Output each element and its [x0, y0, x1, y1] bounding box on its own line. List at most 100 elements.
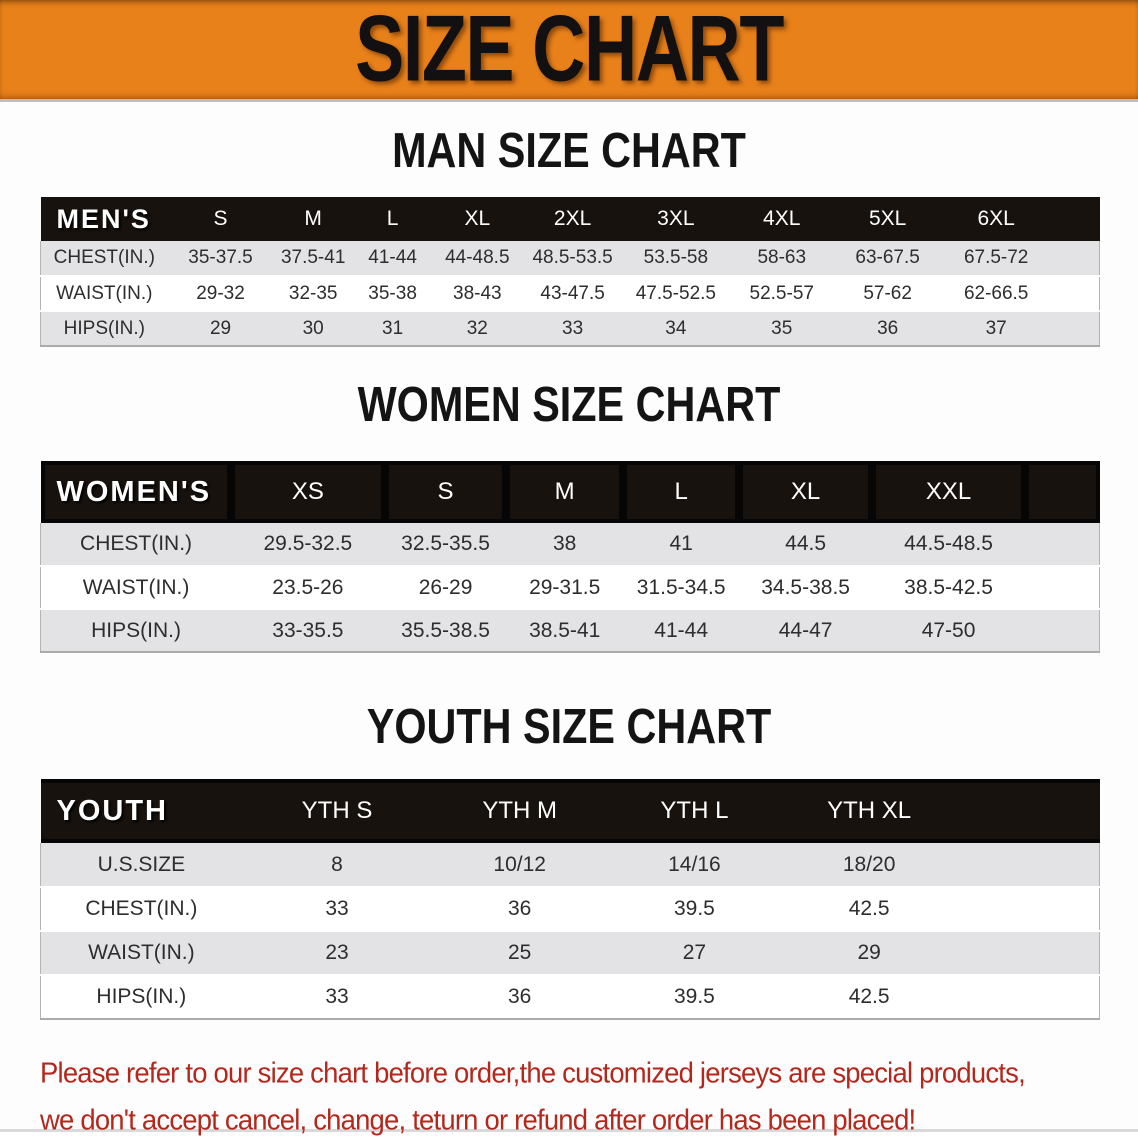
header-spacer	[1051, 197, 1100, 241]
measurement-value: 62-66.5	[940, 276, 1052, 312]
measurement-value: 36	[432, 887, 608, 932]
measurement-value: 48.5-53.5	[522, 241, 623, 277]
section-men: MAN SIZE CHART MEN'S S M L XL 2XL 3XL 4XL 5XL 6XL…	[0, 121, 1138, 347]
women-size-table: WOMEN'S XS S M L XL XXL CHEST(IN.) 29.5-32.5 32.5…	[40, 461, 1101, 653]
measurement-value: 35-37.5	[167, 241, 274, 277]
measurement-label: WAIST(IN.)	[39, 276, 168, 312]
measurement-value: 39.5	[607, 975, 782, 1020]
men-size-table-slot: MEN'S S M L XL 2XL 3XL 4XL 5XL 6XL CHEST(IN.) 35-37…	[39, 197, 1100, 347]
measurement-value: 34.5-38.5	[739, 566, 872, 610]
men-section-heading: MAN SIZE CHART	[392, 121, 746, 178]
banner: SIZE CHART	[0, 0, 1138, 99]
measurement-value: 52.5-57	[728, 276, 835, 312]
table-header-row: MEN'S S M L XL 2XL 3XL 4XL 5XL 6XL	[40, 197, 1100, 241]
disclaimer-line-2: we don't accept cancel, change, teturn o…	[40, 1104, 916, 1136]
size-column-header: S	[384, 461, 507, 523]
measurement-value: 41-44	[622, 609, 740, 653]
size-column-header: M	[273, 197, 353, 241]
measurement-value: 38-43	[432, 276, 523, 312]
table-title: MEN'S	[40, 197, 168, 241]
measurement-value: 30	[273, 311, 353, 347]
disclaimer: Please refer to our size chart before or…	[40, 1050, 1079, 1144]
measurement-value: 42.5	[781, 887, 957, 932]
measurement-value: 10/12	[432, 843, 608, 888]
row-spacer	[956, 931, 1100, 976]
header-spacer	[956, 779, 1100, 843]
row-spacer	[1051, 241, 1100, 277]
measurement-value: 36	[432, 975, 608, 1020]
size-column-header: M	[506, 461, 623, 523]
size-column-header: 3XL	[622, 197, 729, 241]
measurement-label: HIPS(IN.)	[39, 975, 242, 1020]
youth-size-table: YOUTH YTH S YTH M YTH L YTH XL U.S.SIZE 8 10/12…	[39, 779, 1100, 1020]
size-column-header: XXL	[871, 461, 1026, 523]
size-column-header: YTH L	[607, 779, 782, 843]
measurement-value: 35-38	[352, 276, 433, 312]
measurement-value: 39.5	[607, 887, 782, 932]
measurement-label: WAIST(IN.)	[40, 566, 232, 610]
measurement-row: WAIST(IN.) 23 25 27 29	[39, 931, 1100, 976]
measurement-value: 32	[432, 311, 523, 347]
row-spacer	[1025, 523, 1101, 567]
size-column-header: XS	[231, 461, 385, 523]
measurement-value: 58-63	[728, 241, 835, 277]
size-chart-body: MAN SIZE CHART MEN'S S M L XL 2XL 3XL 4XL 5XL 6XL…	[0, 121, 1138, 1020]
measurement-value: 44.5	[739, 523, 872, 567]
table-title: WOMEN'S	[40, 461, 232, 523]
measurement-value: 33-35.5	[231, 609, 385, 653]
measurement-value: 38	[506, 523, 623, 567]
row-spacer	[956, 843, 1100, 888]
measurement-value: 37.5-41	[273, 241, 353, 277]
banner-title: SIZE CHART	[355, 0, 784, 102]
measurement-value: 53.5-58	[622, 241, 729, 277]
section-women: WOMEN SIZE CHART WOMEN'S XS S M L XL XXL CHEST(…	[0, 375, 1138, 653]
measurement-value: 35.5-38.5	[384, 609, 507, 653]
size-column-header: 5XL	[834, 197, 941, 241]
measurement-value: 63-67.5	[834, 241, 941, 277]
row-spacer	[956, 887, 1100, 932]
measurement-row: CHEST(IN.) 35-37.5 37.5-41 41-44 44-48.5 48.5…	[39, 241, 1100, 277]
measurement-value: 33	[241, 975, 433, 1020]
measurement-row: HIPS(IN.) 33 36 39.5 42.5	[39, 975, 1100, 1020]
measurement-row: HIPS(IN.) 33-35.5 35.5-38.5 38.5-41 41-44 44-…	[40, 609, 1101, 653]
size-column-header: 4XL	[728, 197, 835, 241]
row-spacer	[956, 975, 1100, 1020]
size-column-header: S	[167, 197, 274, 241]
size-column-header: XL	[739, 461, 872, 523]
measurement-label: CHEST(IN.)	[39, 887, 242, 932]
measurement-value: 32.5-35.5	[384, 523, 507, 567]
measurement-value: 29-31.5	[506, 566, 623, 610]
measurement-value: 37	[940, 311, 1052, 347]
measurement-label: U.S.SIZE	[39, 843, 242, 888]
row-spacer	[1025, 609, 1101, 653]
measurement-value: 33	[522, 311, 623, 347]
table-title: YOUTH	[40, 779, 242, 843]
measurement-row: CHEST(IN.) 29.5-32.5 32.5-35.5 38 41 44.5 44.5…	[40, 523, 1101, 567]
size-column-header: 2XL	[522, 197, 623, 241]
measurement-label: HIPS(IN.)	[40, 609, 232, 653]
size-column-header: YTH XL	[781, 779, 957, 843]
measurement-value: 33	[241, 887, 433, 932]
measurement-value: 57-62	[834, 276, 941, 312]
row-spacer	[1051, 276, 1100, 312]
size-column-header: XL	[432, 197, 523, 241]
measurement-value: 29.5-32.5	[231, 523, 385, 567]
measurement-label: HIPS(IN.)	[39, 311, 168, 347]
youth-section-heading: YOUTH SIZE CHART	[366, 697, 772, 754]
measurement-value: 29-32	[167, 276, 274, 312]
measurement-value: 34	[622, 311, 729, 347]
row-spacer	[1025, 566, 1101, 610]
women-section-heading: WOMEN SIZE CHART	[357, 375, 781, 432]
measurement-value: 31.5-34.5	[622, 566, 740, 610]
table-header-row: YOUTH YTH S YTH M YTH L YTH XL	[40, 779, 1100, 843]
table-header-row: WOMEN'S XS S M L XL XXL	[40, 461, 1100, 523]
size-column-header: 6XL	[940, 197, 1052, 241]
measurement-value: 27	[607, 931, 782, 976]
measurement-value: 41-44	[352, 241, 433, 277]
row-spacer	[1051, 311, 1100, 347]
measurement-value: 35	[728, 311, 835, 347]
measurement-value: 23	[241, 931, 433, 976]
measurement-value: 32-35	[273, 276, 353, 312]
measurement-label: CHEST(IN.)	[39, 241, 168, 277]
section-youth: YOUTH SIZE CHART YOUTH YTH S YTH M YTH L YTH…	[0, 697, 1138, 1020]
